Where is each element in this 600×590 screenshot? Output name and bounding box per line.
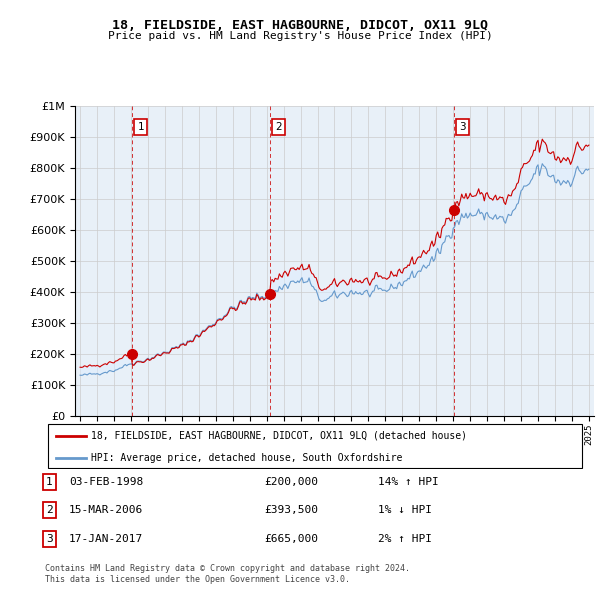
Text: 17-JAN-2017: 17-JAN-2017 <box>69 534 143 543</box>
Text: 2: 2 <box>46 506 53 515</box>
Text: HPI: Average price, detached house, South Oxfordshire: HPI: Average price, detached house, Sout… <box>91 453 402 463</box>
Text: Price paid vs. HM Land Registry's House Price Index (HPI): Price paid vs. HM Land Registry's House … <box>107 31 493 41</box>
Text: 1: 1 <box>137 122 144 132</box>
Text: 3: 3 <box>46 534 53 543</box>
Text: 3: 3 <box>459 122 466 132</box>
Text: £665,000: £665,000 <box>264 534 318 543</box>
Text: 03-FEB-1998: 03-FEB-1998 <box>69 477 143 487</box>
Text: 15-MAR-2006: 15-MAR-2006 <box>69 506 143 515</box>
Text: This data is licensed under the Open Government Licence v3.0.: This data is licensed under the Open Gov… <box>45 575 350 584</box>
Text: 18, FIELDSIDE, EAST HAGBOURNE, DIDCOT, OX11 9LQ: 18, FIELDSIDE, EAST HAGBOURNE, DIDCOT, O… <box>112 19 488 32</box>
FancyBboxPatch shape <box>48 424 582 468</box>
Text: 1: 1 <box>46 477 53 487</box>
Text: £393,500: £393,500 <box>264 506 318 515</box>
Text: 14% ↑ HPI: 14% ↑ HPI <box>378 477 439 487</box>
Text: 18, FIELDSIDE, EAST HAGBOURNE, DIDCOT, OX11 9LQ (detached house): 18, FIELDSIDE, EAST HAGBOURNE, DIDCOT, O… <box>91 431 467 441</box>
Text: £200,000: £200,000 <box>264 477 318 487</box>
Text: 2: 2 <box>275 122 282 132</box>
Text: 1% ↓ HPI: 1% ↓ HPI <box>378 506 432 515</box>
Text: 2% ↑ HPI: 2% ↑ HPI <box>378 534 432 543</box>
Text: Contains HM Land Registry data © Crown copyright and database right 2024.: Contains HM Land Registry data © Crown c… <box>45 565 410 573</box>
